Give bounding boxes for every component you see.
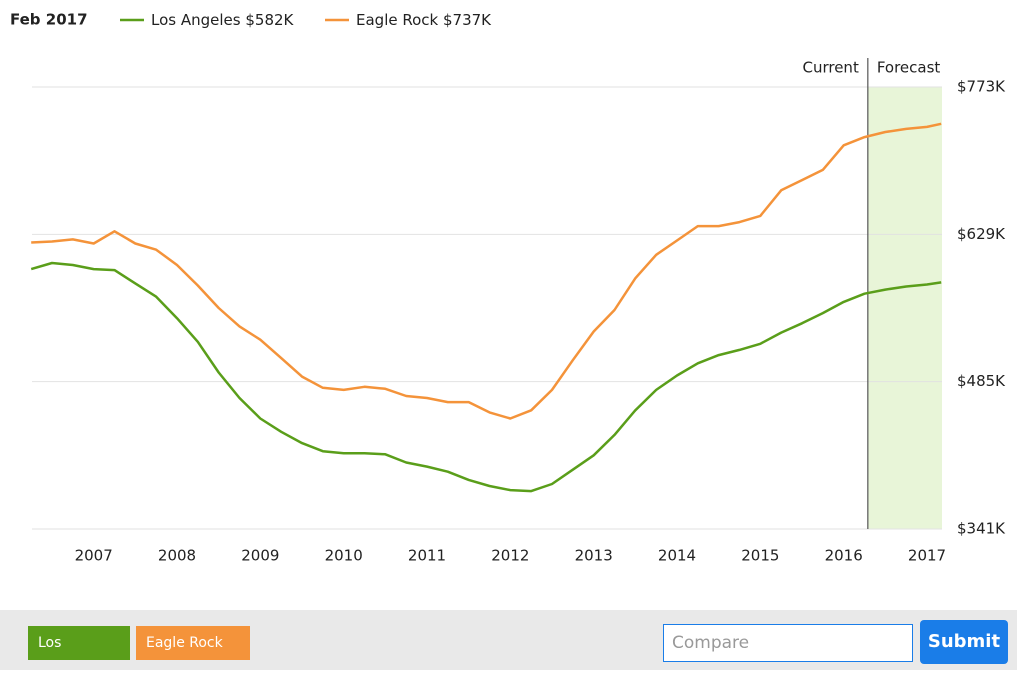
- legend-name: Eagle Rock: [356, 11, 439, 29]
- x-tick-label: 2010: [325, 547, 363, 565]
- x-tick-label: 2012: [491, 547, 529, 565]
- legend-entry: Eagle Rock $737K: [356, 11, 492, 29]
- x-tick-label: 2008: [158, 547, 196, 565]
- legend-entry: Los Angeles $582K: [151, 11, 295, 29]
- series-line: [31, 122, 942, 420]
- x-tick-label: 2009: [241, 547, 279, 565]
- tag-label: Eagle Rock: [146, 635, 223, 651]
- x-tick-label: 2014: [658, 547, 696, 565]
- current-label: Current: [802, 59, 858, 77]
- y-tick-label: $629K: [957, 225, 1006, 243]
- legend-value: $737K: [443, 11, 492, 29]
- forecast-band: [867, 87, 942, 529]
- tag[interactable]: Eagle Rock X: [136, 626, 250, 685]
- x-tick-label: 2007: [75, 547, 113, 565]
- legend-name: Los Angeles: [151, 11, 241, 29]
- x-tick-label: 2011: [408, 547, 446, 565]
- remove-button[interactable]: X: [152, 669, 163, 685]
- series-line: [30, 261, 942, 493]
- x-tick-label: 2016: [825, 547, 863, 565]
- forecast-label: Forecast: [877, 59, 941, 77]
- x-tick-label: 2013: [575, 547, 613, 565]
- submit-button[interactable]: Submit: [920, 620, 1008, 664]
- x-tick-label: 2015: [741, 547, 779, 565]
- page: Feb 2017 $341K $485K $629K $773K 2007 2008 200…: [0, 10, 1017, 685]
- y-tick-label: $773K: [957, 78, 1006, 96]
- date-label: Feb 2017: [10, 11, 88, 29]
- y-tick-label: $485K: [957, 372, 1006, 390]
- x-tick-label: 2017: [908, 547, 946, 565]
- legend-value: $582K: [245, 11, 294, 29]
- tag[interactable]: Los Angeles: [28, 626, 130, 685]
- toolbar: Los Angeles Eagle Rock X Compare Submit: [0, 610, 1017, 685]
- compare-input[interactable]: Compare: [663, 624, 913, 662]
- chart: Feb 2017 $341K $485K $629K $773K 2007 2008 200…: [10, 11, 1006, 565]
- y-tick-label: $341K: [957, 520, 1006, 538]
